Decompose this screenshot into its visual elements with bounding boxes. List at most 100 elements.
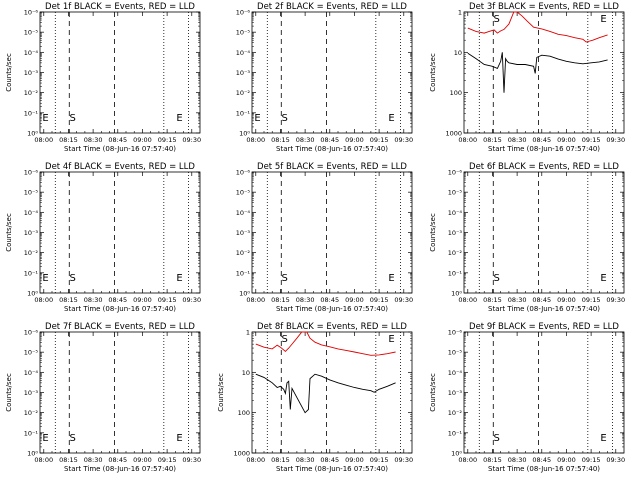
y-tick-label: 10⁻³ [448, 389, 463, 397]
x-tick-label: 09:30 [394, 456, 413, 464]
event-marker-label: S [281, 334, 287, 345]
y-tick-label: 10⁻⁶ [236, 169, 251, 177]
x-tick-label: 08:45 [320, 456, 339, 464]
x-tick-label: 09:15 [370, 456, 389, 464]
event-marker-label: E [42, 113, 48, 124]
y-tick-label: 10⁻⁴ [236, 49, 251, 57]
y-tick-label: 1 [458, 9, 462, 17]
panel-9: Det 9f BLACK = Events, RED = LLD Counts/s… [429, 322, 625, 473]
panel-7: Det 7f BLACK = Events, RED = LLD Counts/s… [5, 322, 201, 473]
y-axis-label: Counts/sec [429, 53, 437, 92]
x-tick-label: 08:00 [458, 296, 477, 304]
y-tick-label: 100 [450, 89, 462, 97]
x-tick-label: 09:00 [557, 136, 576, 144]
y-tick-label: 10⁻⁴ [24, 49, 39, 57]
event-marker-label: E [600, 433, 606, 444]
x-tick-label: 08:30 [508, 136, 527, 144]
y-tick-label: 10⁻⁴ [448, 369, 463, 377]
x-tick-label: 08:30 [84, 456, 103, 464]
panel-title: Det 1f BLACK = Events, RED = LLD [45, 2, 195, 12]
y-axis-label: Counts/sec [429, 213, 437, 252]
x-tick-label: 09:30 [182, 296, 201, 304]
y-tick-label: 10⁻⁵ [24, 29, 39, 37]
y-axis-label: Counts/sec [429, 373, 437, 412]
y-tick-label: 1000 [445, 130, 462, 138]
y-tick-label: 10⁻¹ [24, 429, 39, 437]
y-tick-label: 10⁻² [448, 409, 463, 417]
x-axis-label: Start Time (08-Jun-16 07:57:40) [488, 305, 600, 313]
x-tick-label: 09:00 [557, 456, 576, 464]
y-tick-label: 10⁻³ [236, 229, 251, 237]
x-tick-label: 09:15 [370, 296, 389, 304]
event-marker-label: S [493, 273, 499, 284]
x-tick-label: 08:00 [246, 296, 265, 304]
x-tick-label: 08:00 [246, 136, 265, 144]
x-tick-label: 09:00 [345, 296, 364, 304]
y-tick-label: 10⁻¹ [236, 109, 251, 117]
y-tick-label: 10⁻³ [236, 69, 251, 77]
x-tick-label: 08:00 [246, 456, 265, 464]
panel-title: Det 2f BLACK = Events, RED = LLD [257, 2, 407, 12]
x-tick-label: 09:00 [345, 456, 364, 464]
y-tick-label: 10⁻² [24, 409, 39, 417]
x-tick-label: 08:45 [108, 296, 127, 304]
x-tick-label: 09:30 [606, 136, 625, 144]
y-tick-label: 100 [238, 409, 250, 417]
x-tick-label: 08:45 [532, 296, 551, 304]
panel-title: Det 6f BLACK = Events, RED = LLD [469, 162, 619, 172]
y-tick-label: 10⁻⁶ [236, 9, 251, 17]
y-tick-label: 10⁻² [236, 249, 251, 257]
x-axis-label: Start Time (08-Jun-16 07:57:40) [488, 465, 600, 473]
plot-frame [463, 11, 625, 134]
events-series-line [255, 373, 396, 414]
x-tick-label: 08:30 [296, 296, 315, 304]
x-tick-label: 09:30 [182, 456, 201, 464]
x-tick-label: 09:30 [394, 296, 413, 304]
x-tick-label: 08:30 [296, 456, 315, 464]
panel-2: Det 2f BLACK = Events, RED = LLD Start Ti… [236, 2, 413, 153]
x-tick-label: 09:00 [345, 136, 364, 144]
x-tick-label: 08:30 [296, 136, 315, 144]
y-tick-label: 10⁻⁴ [448, 209, 463, 217]
y-tick-label: 10⁻⁶ [24, 169, 39, 177]
y-tick-label: 10⁻⁶ [24, 9, 39, 17]
y-axis-label: Counts/sec [5, 373, 13, 412]
x-tick-label: 09:15 [158, 136, 177, 144]
panel-title: Det 7f BLACK = Events, RED = LLD [45, 322, 195, 332]
x-tick-label: 09:15 [158, 296, 177, 304]
panel-3: Det 3f BLACK = Events, RED = LLD Counts/s… [429, 2, 625, 153]
panel-1: Det 1f BLACK = Events, RED = LLD Counts/s… [5, 2, 201, 153]
y-tick-label: 10⁻² [24, 89, 39, 97]
x-tick-label: 09:00 [557, 296, 576, 304]
y-tick-label: 10⁻⁴ [236, 209, 251, 217]
event-marker-label: S [493, 433, 499, 444]
event-marker-label: E [176, 433, 182, 444]
panel-4: Det 4f BLACK = Events, RED = LLD Counts/s… [5, 162, 201, 313]
event-marker-label: S [281, 113, 287, 124]
y-tick-label: 10⁻⁵ [24, 189, 39, 197]
y-tick-label: 10⁻⁵ [236, 189, 251, 197]
x-tick-label: 08:00 [458, 456, 477, 464]
y-tick-label: 10⁰ [451, 450, 462, 458]
panel-6: Det 6f BLACK = Events, RED = LLD Counts/s… [429, 162, 625, 313]
event-marker-label: E [388, 273, 394, 284]
x-tick-label: 08:45 [320, 136, 339, 144]
y-tick-label: 10⁰ [239, 290, 250, 298]
event-marker-label: E [42, 273, 48, 284]
x-axis-label: Start Time (08-Jun-16 07:57:40) [276, 145, 388, 153]
y-axis-label: Counts/sec [5, 53, 13, 92]
x-tick-label: 08:15 [271, 456, 290, 464]
y-tick-label: 10⁰ [239, 130, 250, 138]
event-marker-label: E [176, 113, 182, 124]
x-tick-label: 09:00 [133, 456, 152, 464]
x-tick-label: 08:45 [532, 456, 551, 464]
x-tick-label: 08:45 [108, 136, 127, 144]
x-tick-label: 08:45 [532, 136, 551, 144]
y-tick-label: 1000 [233, 450, 250, 458]
event-marker-label: E [600, 14, 606, 25]
x-tick-label: 08:00 [34, 136, 53, 144]
y-tick-label: 10⁻² [448, 249, 463, 257]
x-axis-label: Start Time (08-Jun-16 07:57:40) [276, 465, 388, 473]
x-tick-label: 08:00 [458, 136, 477, 144]
